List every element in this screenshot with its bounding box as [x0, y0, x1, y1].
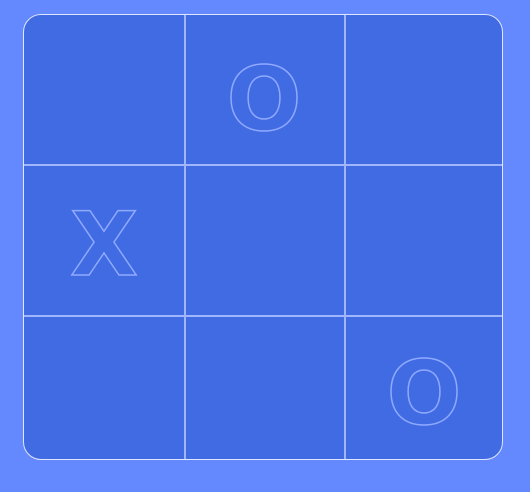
- grid-line-vertical-2: [344, 15, 346, 459]
- cell-r3-c2[interactable]: [184, 315, 344, 459]
- cell-mark: O: [226, 47, 302, 151]
- cell-r1-c2[interactable]: O: [184, 15, 344, 164]
- cell-r2-c2[interactable]: [184, 164, 344, 315]
- cell-r2-c1[interactable]: X: [24, 164, 184, 315]
- cell-r2-c3[interactable]: [344, 164, 502, 315]
- cell-mark: O: [386, 342, 462, 445]
- cell-r3-c1[interactable]: [24, 315, 184, 459]
- grid-line-vertical-1: [184, 15, 186, 459]
- cell-r3-c3[interactable]: O: [344, 315, 502, 459]
- cell-r1-c3[interactable]: [344, 15, 502, 164]
- cell-r1-c1[interactable]: [24, 15, 184, 164]
- tic-tac-toe-board: O X O: [23, 14, 503, 460]
- cell-mark: X: [69, 192, 138, 296]
- grid-line-horizontal-1: [24, 164, 502, 166]
- grid-line-horizontal-2: [24, 315, 502, 317]
